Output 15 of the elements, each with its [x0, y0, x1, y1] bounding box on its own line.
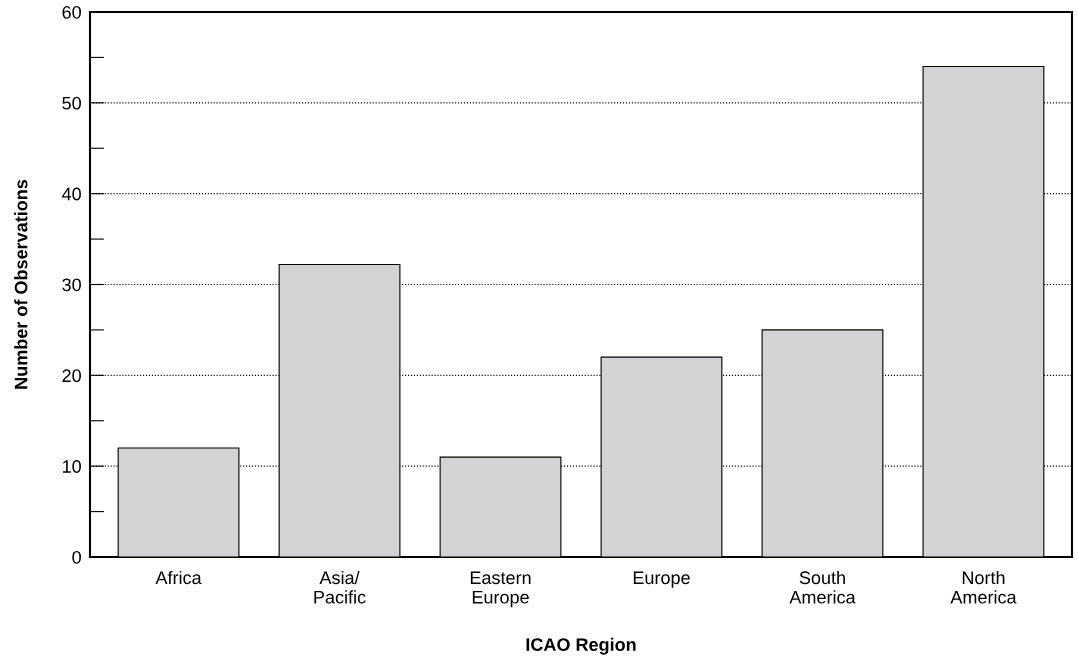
x-tick-label: Europe: [633, 571, 690, 588]
x-tick-label: Asia/ Pacific: [314, 570, 366, 604]
y-tick-label: 60: [62, 5, 81, 19]
y-tick-label: 0: [72, 550, 81, 564]
x-tick-label: Eastern Europe: [470, 571, 531, 608]
x-tick-label: South America: [789, 570, 856, 604]
y-tick-label: 20: [62, 369, 81, 383]
y-tick-label: 40: [62, 187, 81, 201]
y-tick-label: 30: [62, 278, 81, 292]
x-axis-title: ICAO Region: [526, 637, 636, 655]
y-axis-title: Number of Observations: [14, 179, 28, 389]
y-tick-label: 50: [62, 96, 81, 110]
x-tick-label: North America: [950, 570, 1017, 604]
x-tick-label: Africa: [155, 570, 202, 585]
y-tick-label: 10: [62, 460, 81, 473]
